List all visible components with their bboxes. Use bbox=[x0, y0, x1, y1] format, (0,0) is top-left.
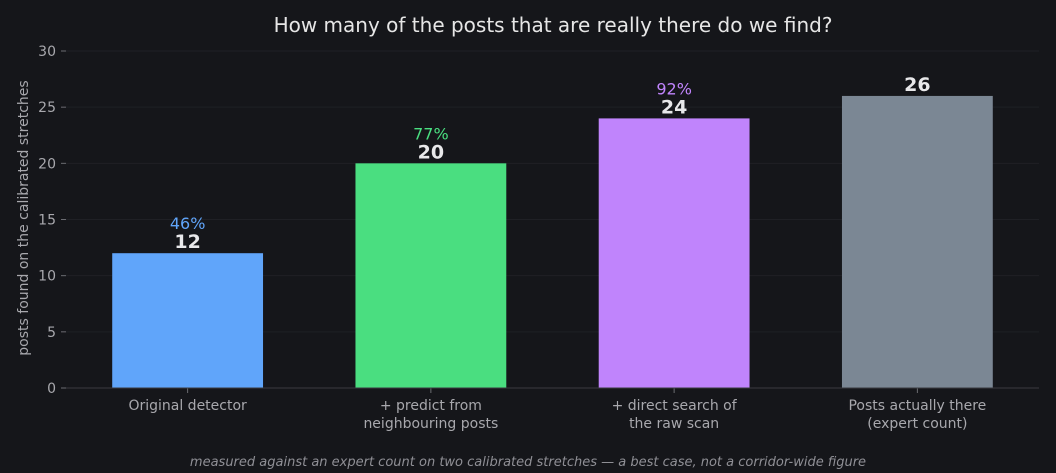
value-label-0: 12 bbox=[174, 231, 200, 253]
category-label-3: Posts actually there (expert count) bbox=[848, 398, 986, 432]
category-label-0: Original detector bbox=[128, 398, 247, 414]
y-tick-label-5: 25 bbox=[38, 100, 56, 116]
tick-layer: 0 5 10 15 20 25 30 bbox=[38, 44, 918, 397]
y-axis-label: posts found on the calibrated stretches bbox=[16, 80, 32, 355]
bar-0 bbox=[112, 253, 264, 388]
y-tick-label-0: 0 bbox=[47, 381, 56, 397]
y-tick-label-1: 5 bbox=[47, 325, 56, 341]
bar-3 bbox=[841, 95, 993, 388]
category-label-2: + direct search of the raw scan bbox=[612, 398, 738, 432]
value-label-3: 26 bbox=[904, 74, 930, 96]
percent-label-1: 77% bbox=[413, 124, 449, 143]
value-label-1: 20 bbox=[418, 141, 444, 163]
y-tick-label-6: 30 bbox=[38, 44, 56, 60]
percent-label-0: 46% bbox=[170, 214, 206, 233]
category-label-1: + predict from neighbouring posts bbox=[363, 398, 498, 432]
y-tick-label-4: 20 bbox=[38, 156, 56, 172]
chart-title: How many of the posts that are really th… bbox=[274, 13, 833, 37]
bar-layer bbox=[112, 95, 993, 389]
bar-1 bbox=[355, 163, 507, 388]
y-tick-label-2: 10 bbox=[38, 269, 56, 285]
y-tick-label-3: 15 bbox=[38, 213, 56, 229]
bar-2 bbox=[598, 118, 750, 389]
percent-label-2: 92% bbox=[656, 79, 692, 98]
footnote: measured against an expert count on two … bbox=[190, 455, 866, 470]
value-label-2: 24 bbox=[661, 96, 687, 118]
